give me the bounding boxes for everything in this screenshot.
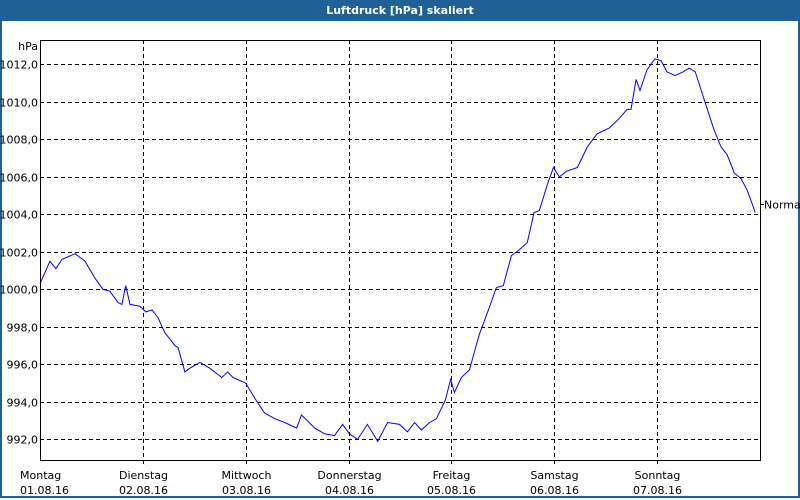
x-tick-date: 07.08.16 (633, 484, 682, 497)
x-tick-day: Donnerstag (317, 469, 381, 482)
x-tick-day: Dienstag (119, 469, 168, 482)
x-tick-date: 04.08.16 (325, 484, 374, 497)
window-title: Luftdruck [hPa] skaliert (0, 0, 800, 21)
y-tick-label: 996,0 (7, 359, 39, 372)
y-tick-label: 998,0 (7, 322, 39, 335)
y-axis-label: hPa (18, 40, 38, 53)
x-tick-day: Sonntag (635, 469, 681, 482)
grid (40, 40, 760, 464)
series-line-normal (39, 58, 756, 443)
y-tick-label: 992,0 (7, 434, 39, 447)
x-tick-day: Montag (20, 469, 61, 482)
plot-frame (40, 40, 761, 461)
x-tick-date: 05.08.16 (427, 484, 476, 497)
series-label-normal: Normal (764, 199, 800, 212)
y-tick-label: 1012,0 (0, 59, 38, 72)
x-tick-date: 03.08.16 (222, 484, 271, 497)
y-tick-label: 1002,0 (0, 247, 38, 260)
x-tick-day: Samstag (530, 469, 578, 482)
y-tick-label: 1000,0 (0, 284, 38, 297)
y-tick-label: 1004,0 (0, 209, 38, 222)
y-tick-label: 994,0 (7, 397, 39, 410)
x-tick-date: 06.08.16 (530, 484, 579, 497)
x-tick-date: 01.08.16 (20, 484, 69, 497)
x-tick-date: 02.08.16 (119, 484, 168, 497)
y-tick-label: 1008,0 (0, 134, 38, 147)
x-tick-day: Freitag (433, 469, 471, 482)
x-tick-day: Mittwoch (222, 469, 272, 482)
y-tick-label: 1006,0 (0, 172, 38, 185)
y-tick-label: 1010,0 (0, 97, 38, 110)
